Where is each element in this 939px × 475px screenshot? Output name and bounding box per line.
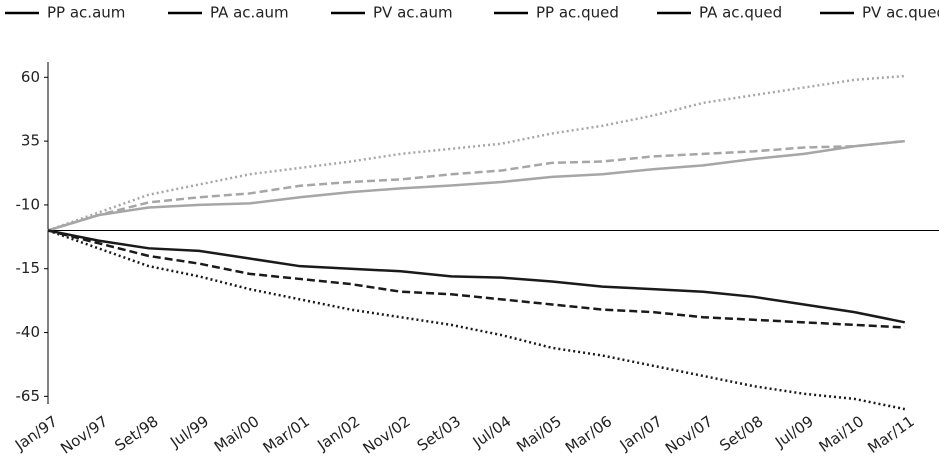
x-tick-label: Jul/09 (771, 412, 817, 452)
legend-label: PV ac.aum (373, 4, 453, 22)
legend-label: PA ac.aum (210, 4, 289, 22)
series-line (47, 229, 906, 324)
series-line (47, 229, 905, 329)
legend-label: PP ac.qued (536, 4, 619, 22)
x-tick-label: Nov/07 (662, 412, 716, 457)
y-tick-label: 60 (21, 68, 40, 86)
series-line (47, 139, 905, 232)
y-tick-label: -10 (16, 195, 41, 213)
x-tick-label: Mai/10 (816, 412, 868, 456)
y-tick-label: -15 (16, 259, 41, 277)
x-tick-label: Jan/07 (616, 412, 666, 454)
series-line (47, 139, 905, 232)
y-tick-label: -65 (16, 387, 41, 405)
x-tick-label: Set/98 (111, 412, 161, 455)
x-tick-label: Mai/00 (211, 412, 263, 456)
x-tick-label: Jan/02 (313, 412, 363, 454)
x-tick-label: Set/08 (716, 412, 766, 455)
y-tick-label: 35 (21, 132, 40, 150)
x-tick-label: Jan/97 (11, 412, 61, 454)
x-tick-label: Jul/99 (166, 412, 212, 452)
x-tick-label: Mar/11 (864, 412, 917, 457)
legend-label: PP ac.aum (47, 4, 125, 22)
x-tick-label: Mai/05 (513, 412, 565, 456)
legend-label: PA ac.qued (699, 4, 782, 22)
x-tick-label: Set/03 (414, 412, 464, 455)
x-tick-label: Nov/02 (360, 412, 414, 457)
legend-label: PV ac.qued (862, 4, 939, 22)
y-tick-label: -40 (16, 323, 41, 341)
series-line (47, 229, 906, 411)
x-tick-label: Jul/04 (469, 412, 515, 452)
x-tick-label: Mar/01 (260, 412, 313, 457)
x-tick-label: Mar/06 (562, 412, 615, 457)
x-tick-label: Nov/97 (57, 412, 111, 457)
